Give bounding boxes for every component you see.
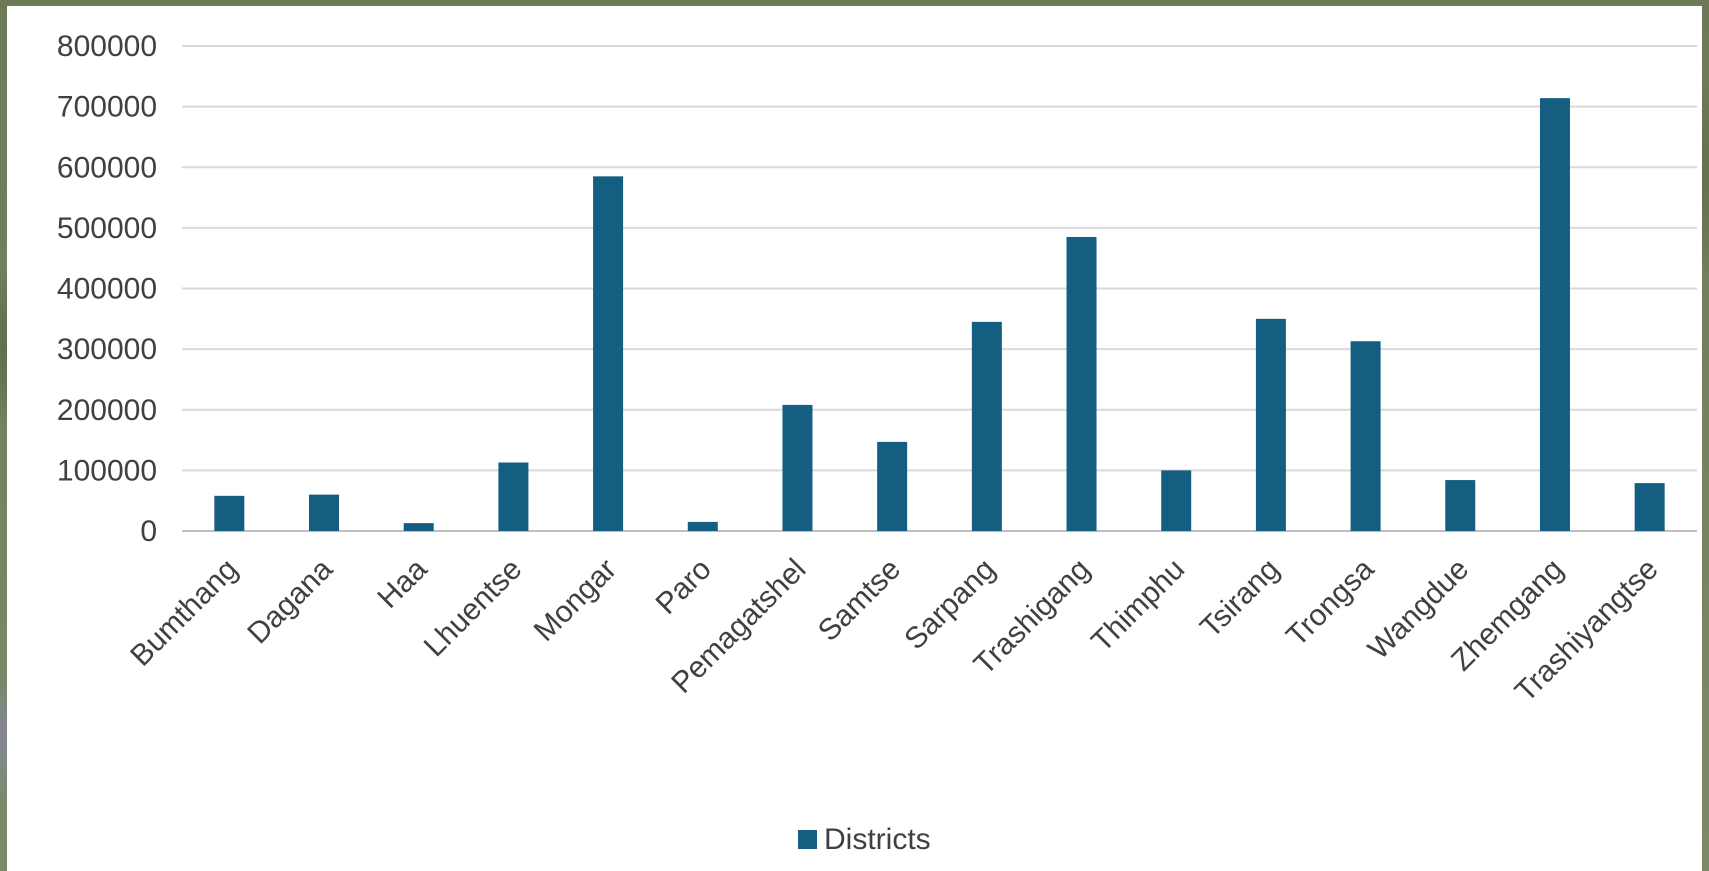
bar-chart: 0 100000 200000 300000 400000 500000 600000 700… [57, 30, 1697, 856]
x-category-label: Lhuentse [418, 553, 529, 664]
bar [1066, 236, 1097, 531]
chart-panel: 0 100000 200000 300000 400000 500000 600000 700… [7, 6, 1702, 871]
bars [214, 98, 1665, 531]
bar [309, 494, 340, 531]
x-category-label: Dagana [241, 552, 339, 650]
x-category-label: Paro [650, 553, 718, 621]
x-category-label: Samtse [812, 553, 907, 648]
y-tick-label: 600000 [57, 151, 157, 184]
bar [877, 441, 908, 531]
gridlines [182, 45, 1697, 532]
bar [1539, 98, 1570, 531]
y-tick-label: 800000 [57, 30, 157, 63]
bar [593, 176, 624, 531]
y-tick-label: 200000 [57, 394, 157, 427]
y-tick-label: 0 [140, 515, 157, 548]
x-category-label: Mongar [528, 553, 623, 648]
bar [1350, 341, 1381, 531]
y-axis-tick-labels: 0 100000 200000 300000 400000 500000 600000 700… [57, 30, 157, 548]
bar [687, 521, 718, 531]
x-category-label: Bumthang [124, 553, 244, 673]
bar [403, 523, 434, 531]
bar [1445, 480, 1476, 531]
y-tick-label: 300000 [57, 333, 157, 366]
legend: Districts [798, 823, 931, 856]
bar [1255, 318, 1286, 531]
y-tick-label: 700000 [57, 91, 157, 124]
x-category-label: Haa [371, 552, 433, 614]
y-tick-label: 100000 [57, 454, 157, 487]
bar [1161, 470, 1192, 531]
y-tick-label: 500000 [57, 212, 157, 245]
x-category-label: Tsirang [1194, 553, 1286, 645]
bar [498, 462, 529, 531]
y-tick-label: 400000 [57, 273, 157, 306]
x-category-label: Thimphu [1085, 553, 1191, 659]
bar [214, 495, 245, 531]
legend-swatch [798, 830, 817, 849]
bar [971, 321, 1002, 531]
legend-label: Districts [824, 823, 931, 856]
bar [1634, 483, 1665, 531]
bar [782, 404, 813, 531]
